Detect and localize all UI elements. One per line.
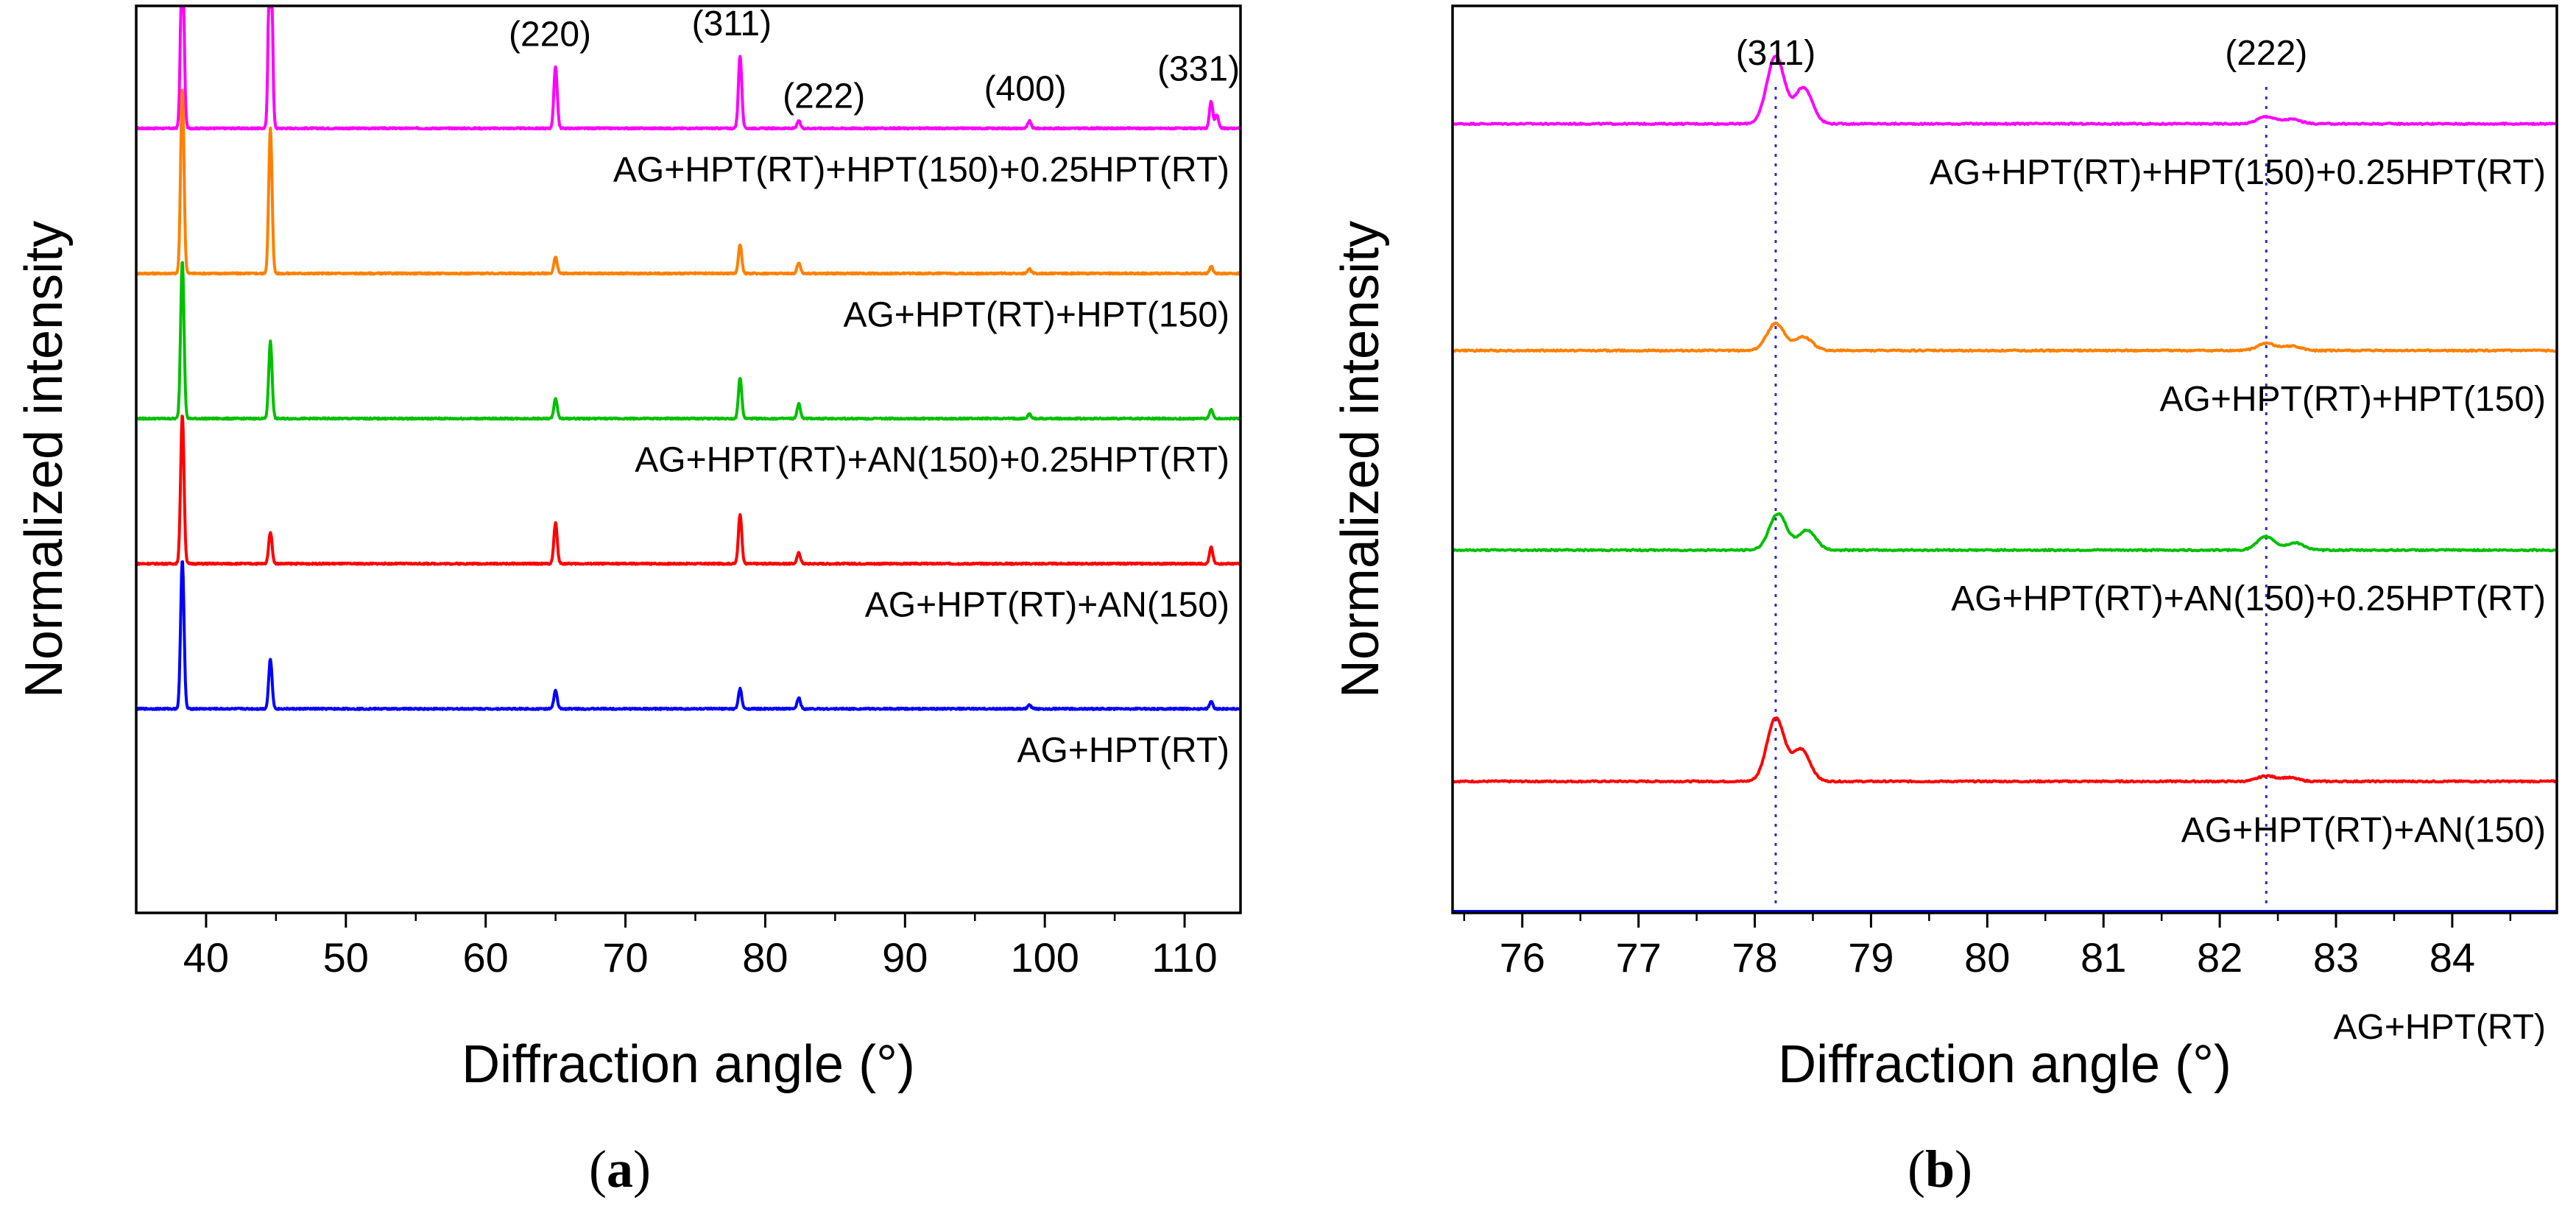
series-trace — [135, 88, 1242, 276]
panel-a-x-axis-title: Diffraction angle (°) — [462, 1035, 915, 1094]
series-label: AG+HPT(RT)+AN(150)+0.25HPT(RT) — [635, 441, 1229, 480]
peak-label: (220) — [509, 15, 591, 54]
x-tick-label: 79 — [1848, 934, 1894, 981]
panel-b-x-axis-title: Diffraction angle (°) — [1778, 1035, 2231, 1094]
series-label: AG+HPT(RT)+HPT(150)+0.25HPT(RT) — [1930, 153, 2546, 192]
panel-a-x-ticks: 40 50 60 70 80 90 100 110 — [183, 913, 1218, 981]
peak-label: (400) — [984, 69, 1067, 108]
panel-a-plot-frame — [135, 4, 1242, 914]
x-tick-label: 82 — [2197, 934, 2242, 981]
series-trace — [135, 560, 1242, 711]
peak-label: (311) — [692, 4, 772, 43]
series-label: AG+HPT(RT)+AN(150)+0.25HPT(RT) — [1951, 579, 2546, 618]
x-tick-label: 40 — [183, 934, 229, 981]
x-tick-label: 70 — [602, 934, 648, 981]
x-tick-label: 84 — [2429, 934, 2475, 981]
series-trace — [1452, 321, 2558, 353]
panel-a-caption-open: ( — [589, 1140, 607, 1199]
panel-a-y-axis-title: Normalized intensity — [15, 221, 74, 698]
panel-a-peak-labels: (111)(200)(220)(311)(222)(400)(331) — [509, 4, 1240, 116]
series-label: AG+HPT(RT) — [2334, 1008, 2546, 1047]
panel-a-traces — [135, 6, 1242, 711]
panel-b-series-labels: AG+HPT(RT)+HPT(150)+0.25HPT(RT) AG+HPT(RT… — [1930, 153, 2546, 1047]
series-label: AG+HPT(RT)+HPT(150)+0.25HPT(RT) — [613, 150, 1229, 189]
x-tick-label: 76 — [1500, 934, 1545, 981]
series-trace — [135, 414, 1242, 566]
x-tick-label: 81 — [2081, 934, 2126, 981]
panel-b-caption-letter: b — [1925, 1140, 1955, 1199]
x-tick-label: 90 — [882, 934, 928, 981]
x-tick-label: 50 — [323, 934, 369, 981]
panel-a-series-labels: AG+HPT(RT)+HPT(150)+0.25HPT(RT) AG+HPT(RT… — [613, 150, 1229, 769]
series-label: AG+HPT(RT)+HPT(150) — [843, 295, 1229, 334]
x-tick-label: 110 — [1151, 934, 1217, 981]
x-tick-label: 80 — [742, 934, 788, 981]
peak-label: (222) — [783, 77, 865, 116]
series-trace — [135, 6, 1242, 131]
panel-b-caption-open: ( — [1908, 1140, 1925, 1199]
x-tick-label: 60 — [463, 934, 509, 981]
panel-b-traces — [1451, 54, 2558, 913]
series-trace — [1452, 512, 2558, 553]
series-label: AG+HPT(RT)+HPT(150) — [2159, 380, 2546, 419]
panel-b-y-axis-title: Normalized intensity — [1331, 221, 1390, 698]
panel-a: 40 50 60 70 80 90 100 110 AG+HPT(RT)+HPT(150)+0… — [15, 4, 1242, 1199]
x-tick-label: 78 — [1732, 934, 1777, 981]
panel-a-caption: (a) — [589, 1140, 651, 1199]
x-tick-label: 77 — [1615, 934, 1661, 981]
series-label: AG+HPT(RT)+AN(150) — [2181, 811, 2546, 850]
panel-a-caption-close: ) — [633, 1140, 651, 1199]
series-label: AG+HPT(RT) — [1017, 731, 1229, 770]
panel-a-caption-letter: a — [607, 1140, 633, 1199]
panel-b-plot-frame — [1451, 4, 2558, 914]
series-label: AG+HPT(RT)+AN(150) — [865, 586, 1229, 625]
x-tick-label: 83 — [2313, 934, 2359, 981]
panel-b-peak-labels: (311) (222) — [1736, 34, 2308, 73]
x-tick-label: 100 — [1010, 934, 1079, 981]
peak-label: (222) — [2225, 34, 2307, 73]
series-trace — [1451, 54, 2558, 127]
peak-label: (331) — [1157, 49, 1240, 88]
panel-b-x-ticks: 76 77 78 79 80 81 82 83 84 — [1463, 913, 2512, 981]
series-trace — [1451, 716, 2558, 784]
panel-b-reference-lines — [1774, 87, 2268, 913]
peak-label: (311) — [1736, 34, 1816, 73]
x-tick-label: 80 — [1964, 934, 2010, 981]
panel-b: 76 77 78 79 80 81 82 83 84 AG+HPT(RT)+HPT(150)+0… — [1331, 4, 2558, 1199]
series-trace — [135, 261, 1242, 421]
panel-b-caption: (b) — [1908, 1140, 1972, 1199]
panel-b-caption-close: ) — [1955, 1140, 1972, 1199]
